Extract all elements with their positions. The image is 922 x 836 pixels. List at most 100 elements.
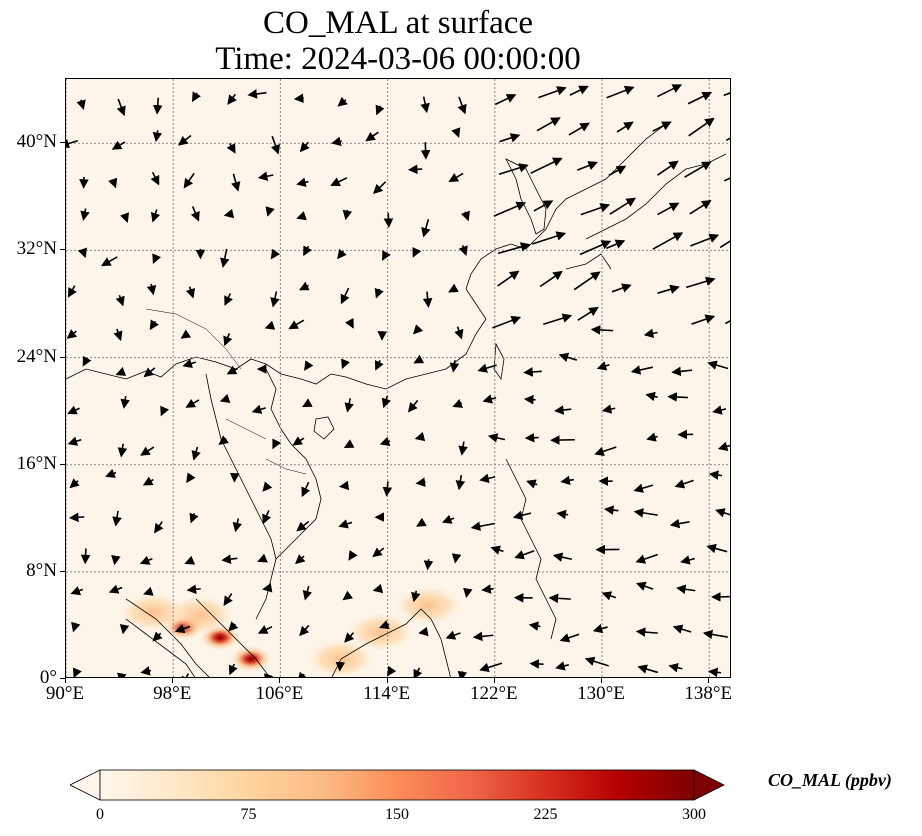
wind-arrow [152, 631, 163, 642]
wind-arrow [119, 624, 130, 635]
wind-arrow [152, 253, 162, 265]
wind-arrow [67, 436, 82, 446]
wind-arrow [142, 476, 154, 486]
wind-arrow [101, 256, 118, 267]
wind-arrow [643, 328, 658, 339]
wind-arrow [458, 441, 468, 456]
wind-arrow [451, 553, 462, 564]
wind-arrow [154, 521, 164, 534]
wind-arrow [637, 664, 659, 674]
wind-arrow [470, 521, 495, 531]
wind-arrow [68, 512, 85, 523]
wind-arrow [725, 320, 730, 325]
wind-arrow [140, 666, 152, 676]
wind-arrow [528, 621, 541, 631]
wind-arrow [668, 663, 683, 673]
wind-arrow [548, 593, 571, 604]
colorbar-tick-label: 75 [240, 806, 257, 823]
wind-arrow [218, 435, 229, 445]
wind-arrow [645, 391, 658, 402]
wind-arrow [512, 510, 532, 520]
wind-arrow [108, 584, 123, 594]
wind-arrow [224, 293, 233, 306]
wind-arrow [418, 626, 429, 637]
wind-arrow [149, 319, 159, 331]
wind-arrow [543, 313, 573, 326]
wind-arrow [70, 586, 84, 596]
x-tick-label: 122°E [469, 683, 518, 704]
wind-arrow [457, 670, 468, 677]
wind-arrow [523, 394, 536, 405]
wind-arrow [445, 630, 461, 640]
wind-arrow [343, 439, 355, 449]
wind-arrow [493, 201, 527, 217]
wind-arrow [596, 361, 610, 371]
x-tick-mark [601, 678, 603, 683]
wind-arrow [422, 291, 433, 308]
wind-arrow [340, 287, 350, 305]
colorbar-tick-label: 300 [682, 806, 706, 823]
wind-arrow [189, 512, 199, 524]
wind-arrow [272, 438, 282, 450]
wind-arrow [708, 470, 723, 480]
wind-arrow [441, 514, 455, 524]
colorbar-tick-label: 0 [96, 806, 104, 823]
wind-arrow [330, 177, 348, 187]
wind-arrow [226, 143, 236, 154]
wind-arrow [257, 625, 273, 634]
wind-arrow [407, 164, 423, 175]
wind-arrow [672, 624, 692, 634]
wind-arrow [558, 352, 578, 362]
wind-arrow [296, 177, 309, 187]
wind-arrow [555, 661, 569, 671]
wind-arrow [143, 367, 156, 378]
wind-arrow [337, 248, 347, 260]
wind-arrow [297, 671, 308, 677]
x-tick-mark [386, 678, 388, 683]
wind-arrow [690, 233, 720, 247]
wind-arrow [146, 283, 157, 296]
wind-arrow [71, 621, 81, 633]
wind-arrow [451, 127, 461, 138]
wind-arrow [497, 242, 531, 255]
wind-arrow [601, 591, 617, 601]
y-tick-mark [60, 142, 65, 144]
wind-arrow [372, 181, 387, 195]
wind-arrow [379, 620, 390, 630]
wind-arrow [345, 318, 354, 329]
wind-arrow [725, 137, 730, 142]
wind-arrow [66, 138, 79, 149]
wind-arrow [423, 559, 434, 571]
graticule-layer [66, 79, 730, 677]
wind-arrow [669, 518, 690, 529]
wind-arrow [472, 631, 494, 642]
wind-arrow [707, 360, 729, 370]
y-tick-label: 16°N [16, 452, 57, 474]
wind-arrow [576, 161, 598, 171]
wind-arrow [177, 134, 192, 146]
wind-arrow [381, 250, 391, 261]
wind-arrow [192, 91, 201, 103]
wind-arrow [416, 517, 427, 527]
y-tick-mark [60, 570, 65, 572]
wind-arrow [231, 173, 241, 192]
wind-arrow [181, 673, 191, 677]
wind-arrow [296, 211, 307, 221]
wind-arrow [633, 483, 654, 493]
wind-arrow [270, 248, 281, 260]
wind-arrow [609, 197, 637, 215]
wind-arrow [251, 404, 266, 414]
wind-arrow [687, 91, 713, 105]
wind-arrow [536, 117, 561, 132]
wind-arrow [139, 555, 153, 565]
wind-arrow [365, 131, 379, 142]
wind-arrow [463, 587, 473, 599]
wind-arrow [344, 398, 354, 413]
y-tick-mark [60, 249, 65, 251]
wind-arrow [374, 360, 384, 371]
wind-arrow [680, 555, 695, 565]
wind-arrow [228, 621, 239, 632]
wind-arrow [458, 245, 468, 257]
wind-arrow [116, 98, 126, 117]
wind-arrow [413, 667, 423, 677]
